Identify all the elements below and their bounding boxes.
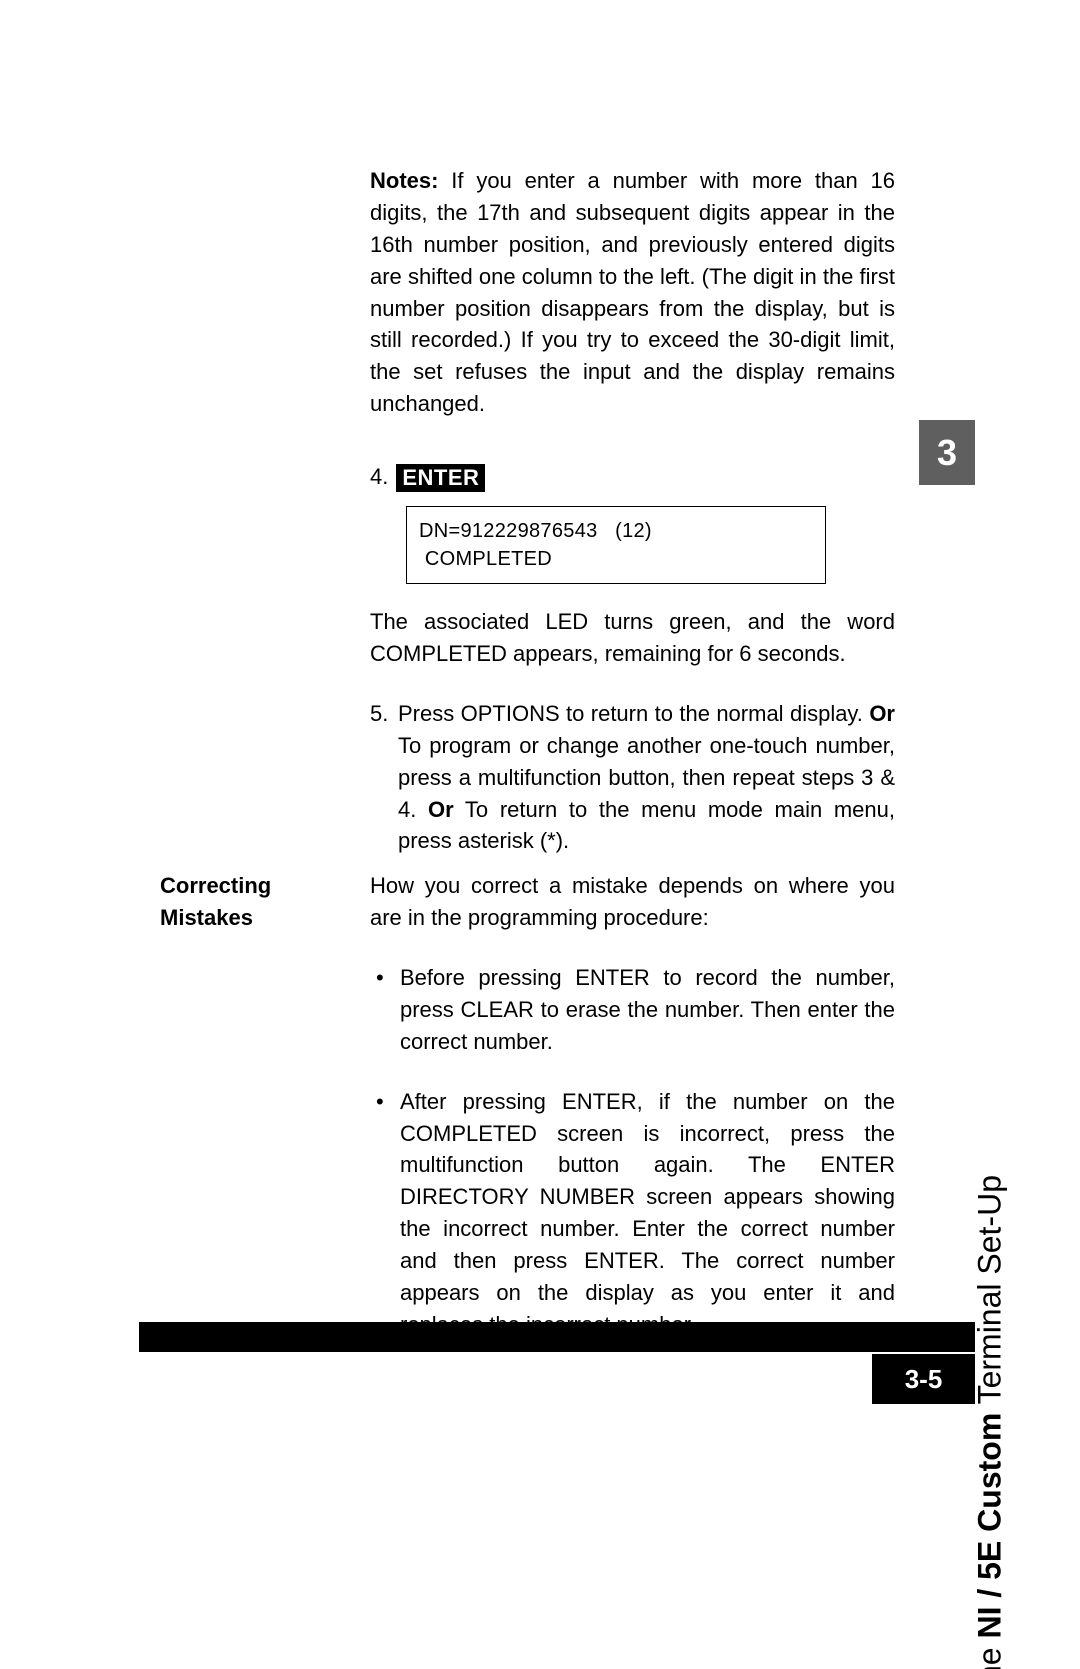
side-title-suffix: Terminal Set-Up	[972, 1175, 1008, 1413]
step-5-text-c: To return to the menu mode main menu, pr…	[398, 797, 895, 854]
notes-paragraph: Notes: If you enter a number with more t…	[370, 165, 895, 420]
notes-label: Notes:	[370, 168, 438, 193]
correcting-bullet-2: After pressing ENTER, if the number on t…	[370, 1086, 895, 1341]
step-5-or-2: Or	[428, 797, 454, 822]
correcting-heading-line1: Correcting	[160, 873, 271, 898]
enter-key-label: ENTER	[396, 464, 485, 492]
correcting-mistakes-section: Correcting Mistakes How you correct a mi…	[160, 870, 895, 934]
step-5: 5.Press OPTIONS to return to the normal …	[370, 698, 895, 857]
correcting-bullets: Before pressing ENTER to record the numb…	[370, 962, 895, 1369]
step-5-text-a: Press OPTIONS to return to the normal di…	[398, 701, 869, 726]
correcting-intro: How you correct a mistake depends on whe…	[370, 870, 895, 934]
correcting-heading-line2: Mistakes	[160, 905, 253, 930]
footer-bar	[139, 1322, 975, 1352]
page: Notes: If you enter a number with more t…	[0, 0, 1080, 1669]
page-number: 3-5	[872, 1354, 975, 1404]
chapter-tab: 3	[919, 420, 975, 485]
side-title: Using the NI / 5E Custom Terminal Set-Up	[972, 1175, 1009, 1669]
notes-text: If you enter a number with more than 16 …	[370, 168, 895, 416]
side-title-bold: NI / 5E Custom	[972, 1413, 1008, 1639]
step-5-or-1: Or	[869, 701, 895, 726]
side-title-prefix: Using the	[972, 1639, 1008, 1669]
correcting-bullet-1: Before pressing ENTER to record the numb…	[370, 962, 895, 1058]
lcd-line-2: COMPLETED	[419, 545, 813, 573]
lcd-line-1: DN=912229876543 (12)	[419, 517, 813, 545]
main-content: Notes: If you enter a number with more t…	[370, 165, 895, 917]
step-4: 4. ENTER	[370, 464, 895, 492]
step-4-number: 4.	[370, 464, 388, 490]
step-5-number: 5.	[370, 698, 398, 730]
lcd-display-box: DN=912229876543 (12) COMPLETED	[406, 506, 826, 584]
correcting-heading: Correcting Mistakes	[160, 870, 370, 934]
after-display-paragraph: The associated LED turns green, and the …	[370, 606, 895, 670]
